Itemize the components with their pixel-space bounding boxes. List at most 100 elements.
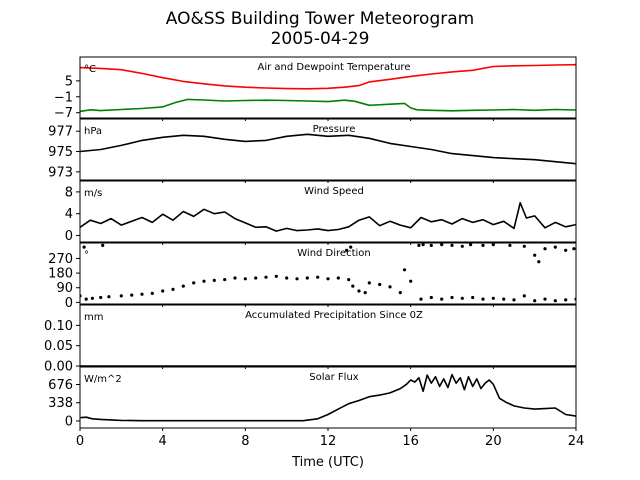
x-tick-label: 24 [568, 434, 585, 449]
panel-4-point [347, 278, 351, 282]
panel-4-point [212, 278, 216, 282]
panel-2-ytick-label: 977 [48, 125, 73, 140]
panel-4-point [357, 289, 361, 293]
panel-4-point [537, 260, 541, 264]
x-tick-label: 0 [76, 434, 84, 449]
panel-4-ytick-label: 90 [56, 281, 73, 296]
panel-4-point [243, 277, 247, 281]
panel-4-point [564, 248, 568, 252]
panel-1-ytick-label: −7 [54, 106, 73, 121]
panel-4-point [378, 282, 382, 287]
panel-5: 0.10 0.05 0.00 Accumulated Precipitation Si… [44, 304, 577, 375]
panel-4-point [192, 281, 196, 285]
panel-4-point [181, 284, 185, 288]
panel-4-point [295, 277, 299, 281]
panel-4-point [502, 297, 506, 301]
panel-4-point [316, 275, 320, 279]
panel-4-unit: ° [84, 250, 89, 261]
panel-6-series-1 [80, 373, 576, 422]
panel-5-title: Accumulated Precipitation Since 0Z [245, 310, 423, 321]
panel-4-point [419, 297, 423, 301]
panel-3: 8 4 0 Wind Speed m/s [65, 180, 577, 245]
panel-4-point [84, 297, 88, 301]
panel-4-point [171, 287, 175, 291]
panel-2-series-1 [80, 133, 576, 165]
panel-4-point [402, 268, 407, 272]
panel-4-point [491, 296, 495, 300]
panel-4-point [450, 243, 454, 247]
panel-5-unit: mm [84, 312, 103, 323]
panel-4-point [440, 243, 444, 247]
panel-2-unit: hPa [84, 126, 102, 137]
panel-4-point [388, 285, 392, 289]
panel-1-ytick-label: 5 [65, 74, 73, 89]
x-axis-label: Time (UTC) [291, 455, 364, 470]
panel-4-point [543, 247, 547, 251]
x-tick-label: 12 [320, 434, 337, 449]
x-tick-label: 4 [159, 434, 167, 449]
panel-4-point [533, 253, 537, 257]
panel-5-ytick-label: 0.10 [44, 319, 73, 334]
panel-4-point [429, 295, 433, 300]
panel-4-point [264, 275, 268, 279]
panel-4-point [202, 279, 206, 283]
panel-1-title: Air and Dewpoint Temperature [258, 62, 411, 73]
panel-4-ytick-label: 270 [48, 252, 73, 267]
panel-4-point [471, 295, 475, 300]
panel-4-point [533, 299, 537, 303]
panel-4-point [409, 279, 413, 283]
x-tick-label: 16 [402, 434, 419, 449]
panel-3-series-1 [80, 202, 576, 232]
panel-4-point [481, 243, 485, 247]
panel-1: 5−1−7 Air and Dewpoint Temperature °C [54, 56, 577, 121]
panel-1-unit: °C [84, 64, 96, 75]
chart-subtitle: 2005-04-29 [271, 29, 370, 49]
x-axis: 0 4 8 12 16 20 24 [76, 434, 584, 449]
panel-4-point [336, 276, 340, 280]
panel-4-point [363, 291, 367, 295]
panel-4-point [99, 295, 103, 300]
x-tick-label: 20 [485, 434, 502, 449]
panel-4-point [450, 295, 454, 300]
panel-4-point [161, 289, 165, 293]
panel-4-ytick-label: 180 [48, 267, 73, 282]
panel-6-unit: W/m^2 [84, 374, 122, 385]
panel-4-point [508, 243, 512, 247]
panel-4-point [274, 274, 278, 278]
panel-4-point [512, 298, 516, 302]
panel-4-point [90, 296, 94, 300]
x-tick-label: 8 [241, 434, 249, 449]
panel-3-unit: m/s [84, 188, 102, 199]
panel-4-point [460, 244, 464, 248]
panel-4-point [367, 281, 371, 285]
panel-6-ytick-label: 338 [48, 396, 73, 411]
chart-title: AO&SS Building Tower Meteorogram [166, 9, 474, 29]
panel-4-point [254, 276, 258, 280]
panel-4-point [522, 294, 526, 298]
panel-3-ytick-label: 4 [65, 207, 73, 222]
panel-6-title: Solar Flux [309, 372, 359, 383]
panel-4-point [140, 292, 144, 296]
panel-4-point [305, 276, 309, 280]
panel-4-point [469, 243, 473, 247]
panel-1-ytick-label: −1 [54, 90, 73, 105]
panel-3-ytick-label: 8 [65, 185, 73, 200]
panel-5-ytick-label: 0.00 [44, 360, 73, 375]
panel-4-point [460, 296, 464, 300]
panel-2-ytick-label: 973 [48, 165, 73, 180]
panel-4-point [553, 299, 557, 303]
panel-4-point [349, 245, 353, 249]
panel-4-point [522, 244, 526, 248]
panel-2: 977 975 973 Pressure hPa [48, 118, 577, 183]
panel-4-point [101, 243, 105, 247]
panel-4-point [345, 248, 349, 252]
panel-4-point [421, 243, 425, 247]
panel-4-point [491, 243, 495, 247]
panel-4-point [223, 278, 227, 282]
panel-4-point [107, 295, 111, 299]
panel-6-ytick-label: 0 [65, 414, 73, 429]
panel-6: 676 338 0 Solar Flux W/m^2 [48, 366, 577, 431]
panel-4-point [398, 291, 402, 295]
panel-4-point [543, 297, 547, 301]
